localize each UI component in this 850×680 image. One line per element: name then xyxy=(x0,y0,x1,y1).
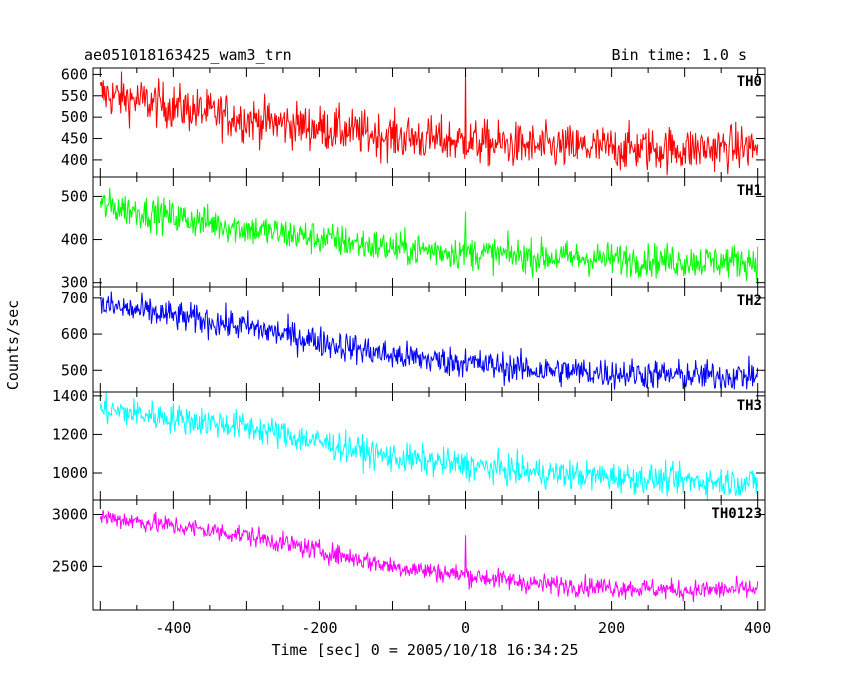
panel-frame xyxy=(92,176,766,288)
x-tick-label: 0 xyxy=(461,619,470,637)
x-axis-title: Time [sec] 0 = 2005/10/18 16:34:25 xyxy=(271,641,578,659)
panel-frame xyxy=(92,499,766,611)
y-tick-label: 1400 xyxy=(52,387,88,405)
x-tick-label: -400 xyxy=(155,619,191,637)
panel-th1: 300 400 500 TH1 xyxy=(61,176,766,292)
y-tick-label: 1000 xyxy=(52,464,88,482)
y-tick-label: 400 xyxy=(61,231,88,249)
y-tick-label: 400 xyxy=(61,151,88,169)
panel-frame xyxy=(92,286,766,393)
y-tick-label: 2500 xyxy=(52,557,88,575)
y-tick-label: 700 xyxy=(61,289,88,307)
series-line-th0 xyxy=(99,68,759,176)
panel-label-th2: TH2 xyxy=(737,293,762,309)
series-line-th1 xyxy=(99,187,759,282)
y-tick-label: 500 xyxy=(61,108,88,126)
series-line-th3 xyxy=(99,392,759,500)
y-axis-title: Counts/sec xyxy=(4,300,22,390)
panel-label-th0123: TH0123 xyxy=(711,506,762,522)
panel-label-th0: TH0 xyxy=(737,74,762,90)
chart-header-bin-time: Bin time: 1.0 s xyxy=(612,46,747,64)
series-line-th0123 xyxy=(99,510,759,603)
y-tick-label: 450 xyxy=(61,130,88,148)
y-tick-label: 3000 xyxy=(52,506,88,524)
x-tick-label: 200 xyxy=(598,619,625,637)
x-axis: -400 -200 0 200 400 xyxy=(155,619,771,637)
x-tick-label: -200 xyxy=(301,619,337,637)
x-tick-label: 400 xyxy=(744,619,771,637)
panel-th2: 500 600 700 TH2 xyxy=(61,286,766,393)
panel-label-th3: TH3 xyxy=(737,398,762,414)
series-line-th2 xyxy=(99,291,759,390)
panel-th3: 1000 1200 1400 TH3 xyxy=(52,387,766,501)
panel-frame xyxy=(92,391,766,501)
y-tick-label: 550 xyxy=(61,87,88,105)
panel-th0: 400 450 500 550 600 TH0 xyxy=(61,65,766,178)
y-tick-label: 600 xyxy=(61,65,88,83)
y-tick-label: 500 xyxy=(61,361,88,379)
y-tick-label: 600 xyxy=(61,325,88,343)
y-tick-label: 300 xyxy=(61,274,88,292)
chart-header-title: ae051018163425_wam3_trn xyxy=(84,46,292,64)
panels-group: 400 450 500 550 600 TH0 300 400 500 TH1 500 600 700 T… xyxy=(52,65,766,611)
y-tick-label: 1200 xyxy=(52,425,88,443)
panel-th0123: 2500 3000 TH0123 xyxy=(52,499,766,611)
panel-label-th1: TH1 xyxy=(737,183,762,199)
y-tick-label: 500 xyxy=(61,187,88,205)
